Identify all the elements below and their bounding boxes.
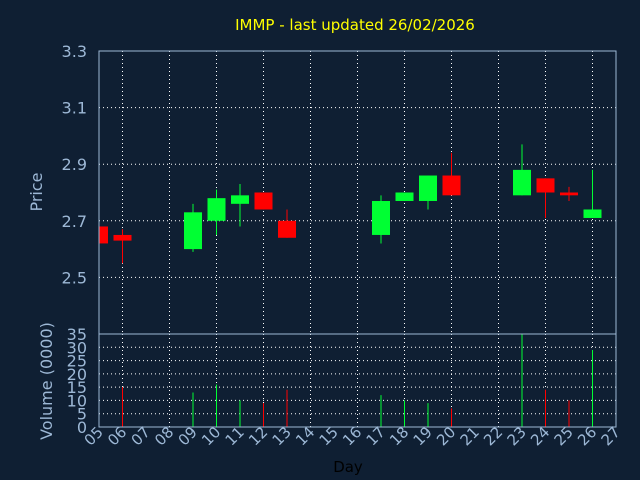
- volume-grid: [99, 333, 616, 428]
- volume-plot-frame: [98, 333, 617, 428]
- candle-body: [513, 169, 531, 196]
- axes: [98, 50, 617, 428]
- price-tick-label: 2.5: [62, 268, 87, 287]
- candle-body: [254, 192, 273, 210]
- candle-body: [372, 200, 390, 235]
- candle-body: [278, 220, 296, 238]
- price-axis-label: Price: [27, 172, 46, 211]
- candle-body: [395, 192, 414, 201]
- candle-body: [560, 192, 578, 196]
- volume-tick-label: 0: [77, 418, 87, 437]
- volume-tick-label: 30: [67, 338, 87, 357]
- candle-body: [207, 198, 226, 221]
- price-tick-label: 2.9: [62, 155, 87, 174]
- price-tick-label: 3.1: [62, 99, 87, 118]
- candle-body: [442, 175, 461, 196]
- candle-body: [583, 209, 602, 218]
- x-axis-label: Day: [333, 458, 363, 476]
- candle-body: [536, 178, 555, 193]
- volume-tick-label: 35: [67, 325, 87, 344]
- volume-tick-label: 20: [67, 365, 87, 384]
- price-tick-labels: 2.5 2.7 2.9 3.1 3.3: [62, 42, 87, 287]
- volume-tick-label: 5: [77, 405, 87, 424]
- x-tick-labels: 0506070809101112131415161718192021222324…: [81, 423, 624, 449]
- volume-tick-label: 25: [67, 352, 87, 371]
- candles: [98, 144, 602, 264]
- candle-body: [419, 175, 437, 201]
- candle-body: [99, 226, 108, 244]
- candle-body: [184, 212, 202, 250]
- price-tick-label: 2.7: [62, 212, 87, 231]
- price-tick-label: 3.3: [62, 42, 87, 61]
- volume-bars: [122, 334, 593, 427]
- candle-body: [231, 195, 249, 204]
- volume-tick-label: 15: [67, 378, 87, 397]
- volume-axis-label: Volume (0000): [37, 322, 56, 440]
- chart-title: IMMP - last updated 26/02/2026: [235, 16, 475, 34]
- candle-body: [113, 234, 132, 241]
- volume-tick-label: 10: [67, 391, 87, 410]
